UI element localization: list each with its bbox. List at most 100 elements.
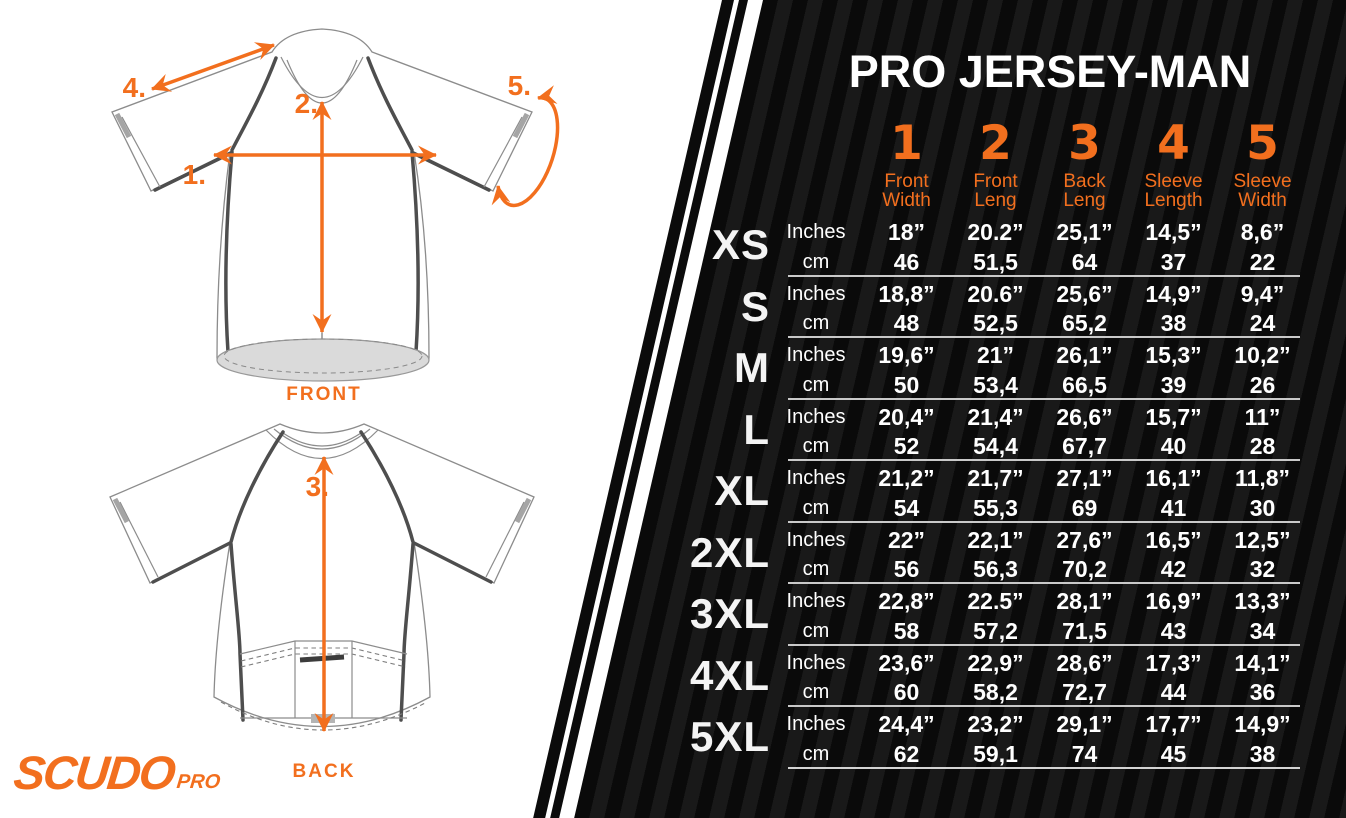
cm-value: 53,4 xyxy=(973,371,1018,398)
measurement-cell: 28,1” 71,5 xyxy=(1040,583,1129,645)
inches-value: 20.6” xyxy=(967,280,1024,307)
measurement-cell: 8,6” 22 xyxy=(1218,214,1307,276)
cm-value: 58,2 xyxy=(973,679,1018,705)
side-panel-seam xyxy=(410,150,420,354)
column-number: 5 xyxy=(1246,116,1279,171)
inches-value: 22.5” xyxy=(967,588,1024,614)
measurement-cell: 10,2” 26 xyxy=(1218,337,1307,399)
inches-value: 26,6” xyxy=(1056,403,1113,430)
measurement-cell: 22” 56 xyxy=(862,522,951,584)
raglan-seam xyxy=(359,430,415,544)
column-header: 2 Front Leng xyxy=(951,118,1040,210)
unit-labels: Inches cm xyxy=(770,583,862,645)
underarm-seam xyxy=(151,541,232,584)
brand-suffix: PRO xyxy=(175,771,222,794)
measurement-cell: 17,3” 44 xyxy=(1129,645,1218,707)
inches-value: 12,5” xyxy=(1234,526,1291,553)
cm-value: 59,1 xyxy=(973,740,1018,767)
cm-value: 22 xyxy=(1249,248,1276,275)
marker-2-label: 2. xyxy=(295,88,318,119)
inches-value: 14,9” xyxy=(1145,280,1202,307)
inches-value: 29,1” xyxy=(1056,711,1113,737)
unit-inches-label: Inches xyxy=(786,467,846,489)
inches-value: 20,4” xyxy=(878,403,935,430)
unit-cm-label: cm xyxy=(802,742,830,765)
back-collar-band xyxy=(273,428,371,450)
measurement-cell: 22,8” 58 xyxy=(862,583,951,645)
cm-value: 66,5 xyxy=(1062,371,1107,398)
inches-value: 9,4” xyxy=(1240,280,1285,307)
inches-value: 17,7” xyxy=(1145,711,1202,737)
underarm-seam xyxy=(412,541,493,584)
cm-value: 26 xyxy=(1249,371,1276,398)
inches-value: 21,7” xyxy=(967,465,1024,491)
unit-labels: Inches cm xyxy=(770,337,862,399)
cm-value: 45 xyxy=(1160,740,1187,767)
inches-value: 13,3” xyxy=(1234,588,1291,614)
inches-value: 23,6” xyxy=(878,649,935,676)
page-title: PRO JERSEY-MAN xyxy=(848,46,1252,97)
cm-value: 57,2 xyxy=(973,617,1018,644)
cm-value: 72,7 xyxy=(1062,679,1107,705)
inches-value: 11,8” xyxy=(1235,465,1290,491)
back-collar-inner xyxy=(282,432,362,447)
unit-labels: Inches cm xyxy=(770,214,862,276)
inches-value: 25,6” xyxy=(1056,280,1113,307)
size-label: XL xyxy=(714,467,770,514)
cm-value: 55,3 xyxy=(973,494,1018,521)
measurement-cell: 22.5” 57,2 xyxy=(951,583,1040,645)
unit-cm-label: cm xyxy=(802,373,830,396)
measurement-cell: 18” 46 xyxy=(862,214,951,276)
cm-value: 44 xyxy=(1160,679,1187,705)
sleeve-length-arrow xyxy=(151,42,275,92)
inches-value: 27,1” xyxy=(1056,465,1113,491)
measurement-cell: 13,3” 34 xyxy=(1218,583,1307,645)
unit-labels: Inches cm xyxy=(770,645,862,707)
inches-value: 21” xyxy=(976,342,1015,368)
measurement-cell: 21,7” 55,3 xyxy=(951,460,1040,522)
measurement-cell: 25,1” 64 xyxy=(1040,214,1129,276)
inches-value: 15,3” xyxy=(1145,342,1202,368)
inches-value: 22” xyxy=(887,526,926,553)
cm-value: 69 xyxy=(1071,494,1098,521)
cm-value: 41 xyxy=(1160,494,1187,521)
unit-labels: Inches cm xyxy=(770,522,862,584)
inches-value: 14,5” xyxy=(1145,219,1202,245)
cm-value: 38 xyxy=(1249,740,1276,767)
measurement-cell: 9,4” 24 xyxy=(1218,276,1307,338)
unit-cm-label: cm xyxy=(802,496,830,519)
inches-value: 26,1” xyxy=(1056,342,1113,368)
cm-value: 48 xyxy=(893,310,920,336)
measurement-cell: 18,8” 48 xyxy=(862,276,951,338)
cuff-band xyxy=(514,497,532,524)
measurement-cell: 21” 53,4 xyxy=(951,337,1040,399)
table-row: 2XL Inches cm 22” 56 22,1” 56,3 27,6” 70… xyxy=(650,522,1320,584)
unit-cm-label: cm xyxy=(802,435,830,457)
size-label: 3XL xyxy=(689,590,770,637)
inches-value: 28,1” xyxy=(1056,588,1113,614)
inches-value: 19,6” xyxy=(878,342,935,368)
size-label: S xyxy=(740,282,770,330)
marker-3-label: 3. xyxy=(306,471,329,502)
column-number: 1 xyxy=(890,116,923,171)
measurement-cell: 22,9” 58,2 xyxy=(951,645,1040,707)
inches-value: 10,2” xyxy=(1234,342,1291,368)
table-row: S Inches cm 18,8” 48 20.6” 52,5 25,6” 65… xyxy=(650,276,1320,338)
raglan-seam xyxy=(366,56,414,152)
cm-value: 64 xyxy=(1071,248,1098,275)
cm-value: 54 xyxy=(893,494,920,521)
inches-value: 21,2” xyxy=(878,465,935,491)
inches-value: 17,3” xyxy=(1145,649,1202,676)
unit-cm-label: cm xyxy=(802,681,830,703)
measurement-cell: 14,9” 38 xyxy=(1218,706,1307,768)
cm-value: 28 xyxy=(1249,433,1276,459)
cm-value: 32 xyxy=(1249,556,1276,582)
unit-cm-label: cm xyxy=(802,619,830,642)
unit-inches-label: Inches xyxy=(786,282,846,305)
measurement-cell: 28,6” 72,7 xyxy=(1040,645,1129,707)
size-label: XS xyxy=(711,221,770,268)
cm-value: 40 xyxy=(1160,433,1187,459)
table-row: XL Inches cm 21,2” 54 21,7” 55,3 27,1” 6… xyxy=(650,460,1320,522)
inches-value: 14,1” xyxy=(1234,649,1291,676)
measurement-cell: 14,1” 36 xyxy=(1218,645,1307,707)
